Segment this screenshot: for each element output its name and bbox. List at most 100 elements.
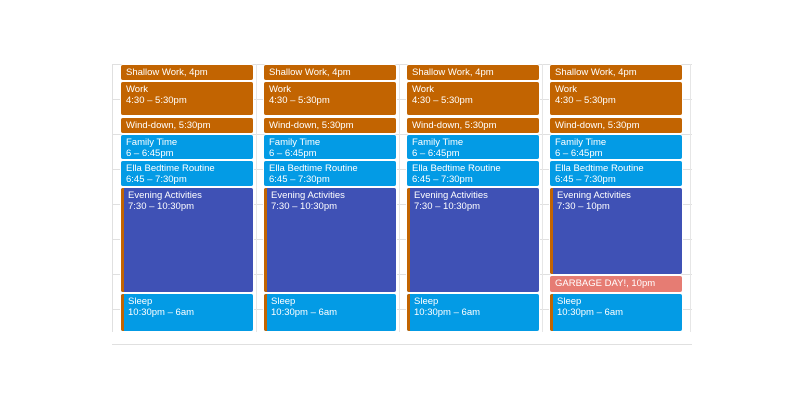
- event-title: Wind-down: [126, 120, 174, 131]
- event-time: , 5:30pm: [602, 120, 640, 131]
- event-garbage[interactable]: GARBAGE DAY!, 10pm: [549, 275, 683, 293]
- event-sleep[interactable]: Sleep 10:30pm – 6am: [406, 293, 540, 332]
- event-title: Evening Activities: [557, 190, 631, 201]
- event-evening[interactable]: Evening Activities 7:30 – 10:30pm: [263, 187, 397, 293]
- event-shallow[interactable]: Shallow Work, 4pm: [549, 64, 683, 81]
- event-title: Ella Bedtime Routine: [412, 163, 501, 174]
- event-time: , 10pm: [626, 278, 656, 289]
- event-time: , 4pm: [326, 67, 351, 78]
- event-family[interactable]: Family Time 6 – 6:45pm: [120, 134, 254, 160]
- hour-line: [112, 169, 692, 170]
- event-time: 6:45 – 7:30pm: [126, 174, 187, 185]
- event-family[interactable]: Family Time 6 – 6:45pm: [549, 134, 683, 160]
- event-time: , 4pm: [183, 67, 208, 78]
- event-title: Wind-down: [269, 120, 317, 131]
- event-work[interactable]: Work 4:30 – 5:30pm: [549, 81, 683, 116]
- event-shallow[interactable]: Shallow Work, 4pm: [120, 64, 254, 81]
- event-title: Work: [269, 84, 291, 95]
- event-ella[interactable]: Ella Bedtime Routine 6:45 – 7:30pm: [406, 160, 540, 187]
- event-time: 4:30 – 5:30pm: [555, 95, 616, 106]
- event-time: 7:30 – 10pm: [557, 201, 610, 212]
- event-time: 10:30pm – 6am: [128, 307, 195, 318]
- event-family[interactable]: Family Time 6 – 6:45pm: [406, 134, 540, 160]
- event-title: Shallow Work: [412, 67, 470, 78]
- day-column: Shallow Work, 4pm Work 4:30 – 5:30pm Wind-d…: [263, 64, 397, 332]
- day-column: Shallow Work, 4pm Work 4:30 – 5:30pm Wind-d…: [120, 64, 254, 332]
- event-time: 4:30 – 5:30pm: [412, 95, 473, 106]
- event-ella[interactable]: Ella Bedtime Routine 6:45 – 7:30pm: [120, 160, 254, 187]
- hour-line: [112, 239, 692, 240]
- day-divider: [690, 64, 691, 332]
- day-column: Shallow Work, 4pm Work 4:30 – 5:30pm Wind-d…: [406, 64, 540, 332]
- hour-line: [112, 134, 692, 135]
- event-title: Family Time: [555, 137, 607, 148]
- event-time: 6 – 6:45pm: [555, 148, 603, 159]
- event-title: Family Time: [412, 137, 464, 148]
- event-ella[interactable]: Ella Bedtime Routine 6:45 – 7:30pm: [263, 160, 397, 187]
- event-time: , 5:30pm: [173, 120, 211, 131]
- overlap-accent: [121, 294, 124, 331]
- event-sleep[interactable]: Sleep 10:30pm – 6am: [120, 293, 254, 332]
- hour-line: [112, 344, 692, 345]
- hour-line: [112, 204, 692, 205]
- event-title: Evening Activities: [414, 190, 488, 201]
- event-wind[interactable]: Wind-down, 5:30pm: [549, 117, 683, 134]
- overlap-accent: [264, 294, 267, 331]
- hour-line: [112, 309, 692, 310]
- event-time: , 4pm: [612, 67, 637, 78]
- event-title: Work: [555, 84, 577, 95]
- event-time: 6 – 6:45pm: [126, 148, 174, 159]
- event-title: Wind-down: [555, 120, 603, 131]
- event-title: Family Time: [269, 137, 321, 148]
- event-evening[interactable]: Evening Activities 7:30 – 10:30pm: [406, 187, 540, 293]
- event-title: Ella Bedtime Routine: [126, 163, 215, 174]
- event-shallow[interactable]: Shallow Work, 4pm: [263, 64, 397, 81]
- event-title: GARBAGE DAY!: [555, 278, 627, 289]
- event-title: Ella Bedtime Routine: [555, 163, 644, 174]
- event-time: 7:30 – 10:30pm: [414, 201, 481, 212]
- event-time: , 5:30pm: [459, 120, 497, 131]
- event-time: 6:45 – 7:30pm: [269, 174, 330, 185]
- day-divider: [542, 64, 543, 332]
- event-sleep[interactable]: Sleep 10:30pm – 6am: [263, 293, 397, 332]
- event-time: 7:30 – 10:30pm: [271, 201, 338, 212]
- event-title: Work: [126, 84, 148, 95]
- overlap-accent: [550, 188, 553, 274]
- event-family[interactable]: Family Time 6 – 6:45pm: [263, 134, 397, 160]
- event-evening[interactable]: Evening Activities 7:30 – 10pm: [549, 187, 683, 275]
- event-time: 10:30pm – 6am: [557, 307, 624, 318]
- event-time: 6:45 – 7:30pm: [412, 174, 473, 185]
- event-work[interactable]: Work 4:30 – 5:30pm: [120, 81, 254, 116]
- event-wind[interactable]: Wind-down, 5:30pm: [120, 117, 254, 134]
- event-title: Shallow Work: [269, 67, 327, 78]
- event-title: Sleep: [557, 296, 582, 307]
- event-title: Evening Activities: [271, 190, 345, 201]
- hour-line: [112, 64, 692, 65]
- overlap-accent: [121, 188, 124, 292]
- event-title: Evening Activities: [128, 190, 202, 201]
- day-column: Shallow Work, 4pm Work 4:30 – 5:30pm Wind-d…: [549, 64, 683, 332]
- event-evening[interactable]: Evening Activities 7:30 – 10:30pm: [120, 187, 254, 293]
- event-wind[interactable]: Wind-down, 5:30pm: [263, 117, 397, 134]
- event-time: , 4pm: [469, 67, 494, 78]
- overlap-accent: [407, 188, 410, 292]
- event-ella[interactable]: Ella Bedtime Routine 6:45 – 7:30pm: [549, 160, 683, 187]
- overlap-accent: [407, 294, 410, 331]
- event-title: Sleep: [271, 296, 296, 307]
- hour-line: [112, 274, 692, 275]
- event-time: 6 – 6:45pm: [269, 148, 317, 159]
- event-title: Family Time: [126, 137, 178, 148]
- event-title: Work: [412, 84, 434, 95]
- event-wind[interactable]: Wind-down, 5:30pm: [406, 117, 540, 134]
- event-sleep[interactable]: Sleep 10:30pm – 6am: [549, 293, 683, 332]
- event-work[interactable]: Work 4:30 – 5:30pm: [263, 81, 397, 116]
- event-work[interactable]: Work 4:30 – 5:30pm: [406, 81, 540, 116]
- calendar-grid: [112, 64, 693, 332]
- day-divider: [399, 64, 400, 332]
- event-shallow[interactable]: Shallow Work, 4pm: [406, 64, 540, 81]
- event-title: Ella Bedtime Routine: [269, 163, 358, 174]
- event-time: 4:30 – 5:30pm: [126, 95, 187, 106]
- overlap-accent: [550, 294, 553, 331]
- event-time: 4:30 – 5:30pm: [269, 95, 330, 106]
- event-time: , 5:30pm: [316, 120, 354, 131]
